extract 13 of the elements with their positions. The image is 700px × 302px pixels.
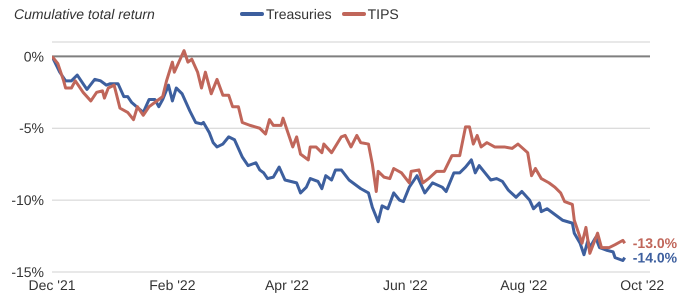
y-axis-title: Cumulative total return — [14, 6, 155, 22]
legend-label: Treasuries — [265, 6, 332, 22]
y-tick-label: -10% — [11, 192, 44, 208]
data-label: -14.0% — [632, 250, 678, 266]
x-tick-label: Aug '22 — [500, 276, 548, 293]
x-tick-label: Feb '22 — [149, 276, 196, 293]
legend-label: TIPS — [366, 6, 399, 22]
y-tick-label: -5% — [19, 120, 44, 136]
x-tick-label: Apr '22 — [264, 276, 310, 293]
x-tick-label: Jun '22 — [383, 276, 428, 293]
x-tick-label: Oct '22 — [620, 276, 664, 293]
data-label: -13.0% — [632, 235, 678, 252]
y-tick-label: 0% — [24, 48, 44, 64]
